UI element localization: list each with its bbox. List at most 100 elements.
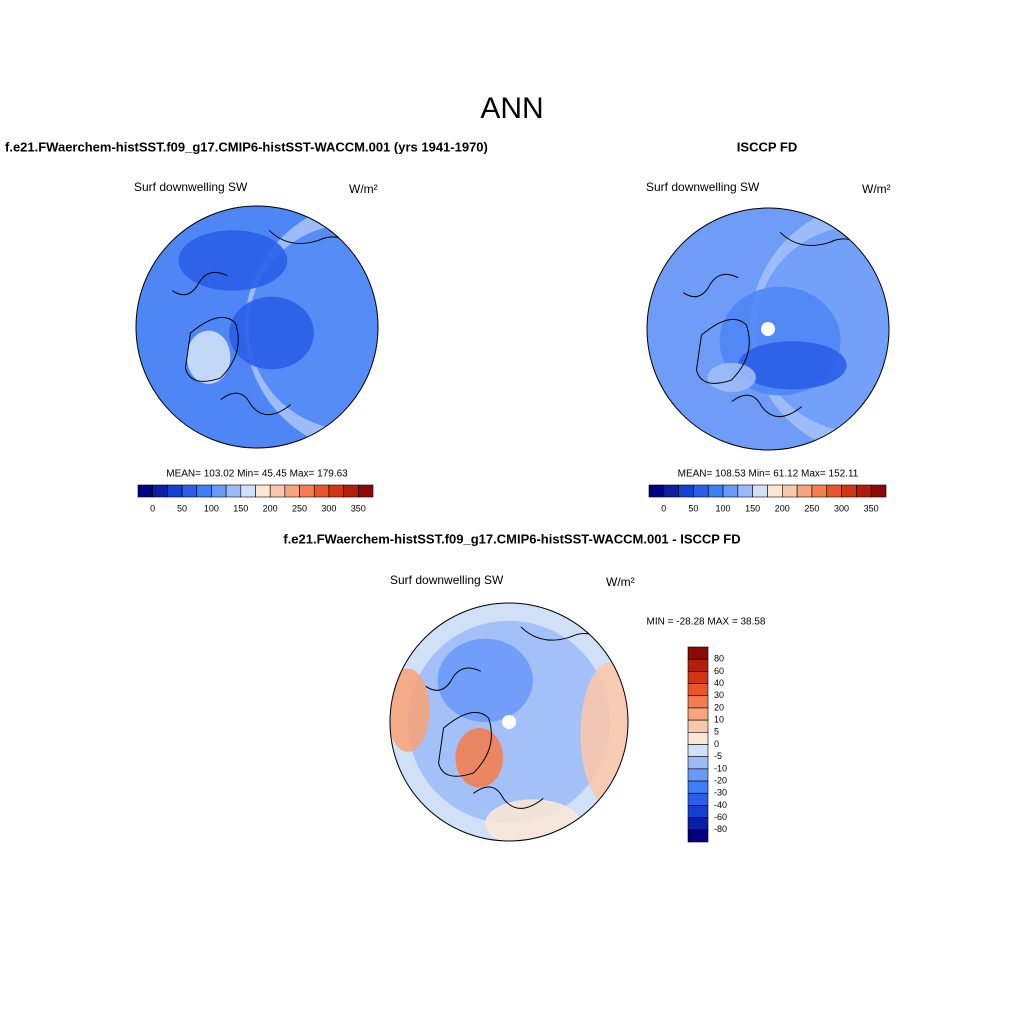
- missing-pole: [502, 715, 516, 729]
- colorbar-box: [826, 484, 842, 498]
- colorbar-box: [137, 484, 153, 498]
- colorbar-label: 5: [714, 727, 719, 737]
- field-region: [229, 296, 314, 370]
- colorbar-box: [211, 484, 227, 498]
- map-border: [389, 602, 629, 842]
- colorbar-box: [687, 829, 709, 843]
- units-label: W/m²: [349, 182, 378, 196]
- colorbar-box: [687, 792, 709, 806]
- colorbar-box: [687, 805, 709, 818]
- colorbar-box: [678, 484, 694, 498]
- colorbar-box: [343, 484, 359, 498]
- colorbar-label: 0: [150, 503, 155, 513]
- colorbar-label: -40: [714, 800, 727, 810]
- colorbar-box: [687, 683, 709, 697]
- colorbar-box: [811, 484, 828, 498]
- colorbar-box: [782, 484, 798, 498]
- polar-map: [136, 206, 378, 448]
- colorbar-box: [648, 484, 665, 498]
- colorbar-box: [687, 817, 709, 831]
- colorbar-label: 10: [714, 715, 724, 725]
- polar-map: [390, 603, 628, 841]
- panel-title: ISCCP FD: [737, 139, 797, 154]
- colorbar-box: [255, 484, 271, 498]
- colorbar-label: 0: [661, 503, 666, 513]
- colorbar-label: -80: [714, 824, 727, 834]
- colorbar-label: -30: [714, 788, 727, 798]
- colorbar-label: 200: [263, 503, 278, 513]
- colorbar-box: [687, 671, 709, 684]
- colorbar-box: [687, 719, 709, 733]
- colorbar-label: 30: [714, 690, 724, 700]
- field-region: [455, 727, 504, 788]
- field-region: [186, 330, 231, 384]
- colorbar-box: [687, 732, 709, 745]
- colorbar-box: [687, 658, 709, 672]
- colorbar-box: [707, 484, 724, 498]
- colorbar-label: 60: [714, 666, 724, 676]
- map-border: [135, 205, 379, 449]
- colorbar-box: [856, 484, 872, 498]
- stats-label: MIN = -28.28 MAX = 38.58: [647, 617, 766, 628]
- colorbar-label: 150: [233, 503, 248, 513]
- figure-title: ANN: [480, 92, 543, 125]
- stats-label: MEAN= 108.53 Min= 61.12 Max= 152.11: [678, 469, 859, 480]
- colorbar-box: [687, 756, 709, 770]
- colorbar-label: 50: [177, 503, 187, 513]
- missing-pole: [761, 322, 775, 336]
- colorbar-box: [687, 646, 709, 660]
- colorbar-box: [196, 484, 212, 498]
- colorbar-box: [752, 484, 768, 498]
- colorbar-box: [299, 484, 315, 498]
- colorbar-label: -10: [714, 763, 727, 773]
- stats-label: MEAN= 103.02 Min= 45.45 Max= 179.63: [166, 469, 348, 480]
- colorbar-label: 150: [745, 503, 760, 513]
- polar-map: [647, 208, 889, 450]
- units-label: W/m²: [606, 575, 635, 589]
- colorbar-box: [358, 484, 374, 498]
- greenland-outline: [438, 711, 492, 777]
- colorbar-box: [225, 484, 242, 498]
- colorbar-label: 100: [204, 503, 219, 513]
- variable-label: Surf downwelling SW: [134, 180, 248, 194]
- colorbar-box: [870, 484, 887, 498]
- map-border: [646, 207, 890, 451]
- greenland-outline: [184, 316, 239, 382]
- colorbar-box: [152, 484, 168, 498]
- colorbar-box: [687, 768, 709, 782]
- colorbar-box: [284, 484, 300, 498]
- variable-label: Surf downwelling SW: [390, 573, 504, 587]
- colorbar-label: 0: [714, 739, 719, 749]
- colorbar-label: 100: [716, 503, 731, 513]
- colorbar-box: [737, 484, 753, 498]
- colorbar-box: [841, 484, 857, 498]
- field-region: [437, 638, 533, 722]
- colorbar-box: [693, 484, 709, 498]
- colorbar-label: 80: [714, 654, 724, 664]
- field-region: [248, 224, 378, 430]
- field-region: [178, 230, 288, 291]
- greenland-outline: [695, 318, 750, 384]
- colorbar-box: [240, 484, 256, 498]
- colorbar-box: [687, 780, 709, 794]
- colorbar-box: [167, 484, 183, 498]
- colorbar-label: 350: [351, 503, 366, 513]
- colorbar-label: 250: [804, 503, 819, 513]
- colorbar-box: [269, 484, 286, 498]
- panel-title: f.e21.FWaerchem-histSST.f09_g17.CMIP6-hi…: [283, 531, 740, 546]
- colorbar-label: 300: [321, 503, 336, 513]
- field-region: [737, 341, 847, 390]
- colorbar-label: 20: [714, 702, 724, 712]
- colorbar-label: 40: [714, 678, 724, 688]
- colorbar-box: [722, 484, 739, 498]
- colorbar-label: -20: [714, 775, 727, 785]
- colorbar-label: 50: [688, 503, 698, 513]
- colorbar-label: -5: [714, 751, 722, 761]
- colorbar-box: [328, 484, 344, 498]
- colorbar-label: 200: [775, 503, 790, 513]
- field-region: [707, 362, 756, 392]
- colorbar-label: 300: [834, 503, 849, 513]
- colorbar-box: [313, 484, 330, 498]
- colorbar-box: [767, 484, 783, 498]
- colorbar-box: [796, 484, 813, 498]
